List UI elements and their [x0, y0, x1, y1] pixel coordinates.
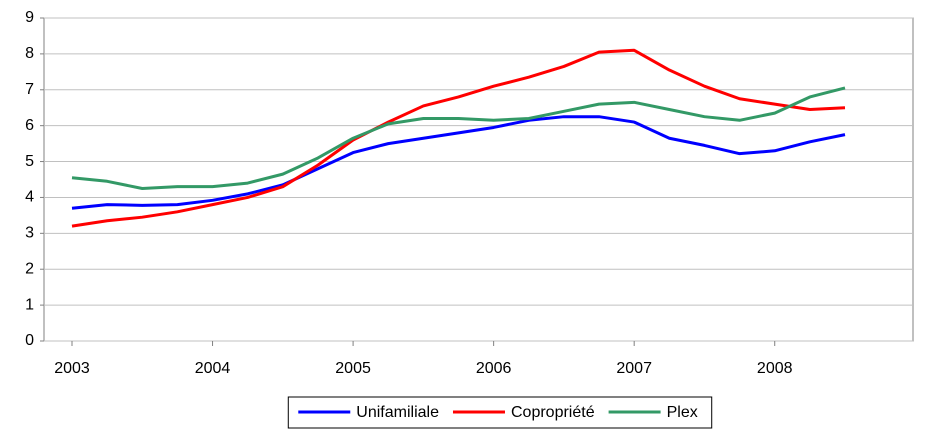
x-tick-label: 2005	[335, 360, 371, 377]
legend-label: Plex	[667, 404, 698, 421]
x-tick-label: 2007	[616, 360, 652, 377]
x-tick-label: 2008	[757, 360, 793, 377]
legend-label: Copropriété	[511, 404, 595, 421]
y-tick-label: 5	[25, 153, 34, 170]
line-series	[71, 115, 846, 210]
y-tick-label: 6	[25, 117, 34, 134]
plot-area	[43, 17, 914, 342]
x-tick-label: 2003	[54, 360, 90, 377]
y-tick-label: 2	[25, 260, 34, 277]
legend: Unifamiliale Copropriété Plex	[287, 396, 713, 429]
y-tick-label: 7	[25, 81, 34, 98]
line-series	[71, 48, 846, 228]
x-tick-label: 2006	[476, 360, 512, 377]
line-series	[71, 86, 846, 190]
y-tick-label: 9	[25, 9, 34, 26]
legend-label: Unifamiliale	[356, 404, 439, 421]
y-tick-label: 0	[25, 332, 34, 349]
y-tick-label: 4	[25, 189, 34, 206]
y-tick-label: 8	[25, 45, 34, 62]
y-tick-label: 1	[25, 296, 34, 313]
x-tick-label: 2004	[195, 360, 231, 377]
y-tick-label: 3	[25, 225, 34, 242]
